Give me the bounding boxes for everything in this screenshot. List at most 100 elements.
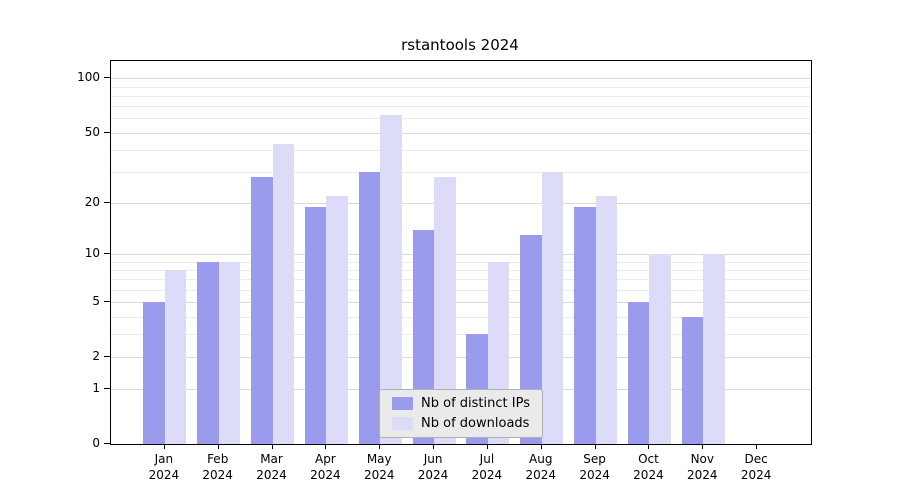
x-tick-mark — [325, 444, 327, 449]
gridline — [111, 118, 811, 120]
x-tick-year: 2024 — [310, 467, 341, 482]
x-tick-year: 2024 — [471, 467, 503, 482]
y-tick-mark — [104, 77, 110, 79]
gridline — [111, 316, 811, 318]
x-tick-mark — [702, 444, 704, 449]
bar-downloads — [649, 254, 671, 444]
gridline — [111, 86, 811, 88]
x-tick-label: Apr 2024 — [295, 452, 355, 483]
x-tick-year: 2024 — [633, 467, 664, 482]
x-tick-label: May 2024 — [349, 452, 409, 483]
gridline — [111, 269, 811, 271]
gridline — [111, 95, 811, 97]
bar-downloads — [380, 114, 402, 444]
x-tick-mark — [594, 444, 596, 449]
y-tick-label: 10 — [84, 246, 100, 261]
x-tick-year: 2024 — [202, 467, 233, 482]
x-tick-year: 2024 — [740, 467, 772, 482]
legend-label-distinct-ips: Nb of distinct IPs — [421, 396, 530, 411]
x-tick-year: 2024 — [363, 467, 395, 482]
x-tick-month: Oct — [638, 452, 659, 466]
x-tick-month: Mar — [260, 452, 283, 466]
x-tick-label: Mar 2024 — [242, 452, 302, 483]
gridline — [111, 289, 811, 291]
x-tick-mark — [540, 444, 542, 449]
plot-area: Nb of distinct IPs Nb of downloads — [110, 60, 812, 445]
legend-label-downloads: Nb of downloads — [421, 416, 530, 431]
gridline — [111, 202, 811, 204]
x-tick-month: Nov — [690, 452, 714, 466]
bar-downloads — [326, 195, 348, 444]
bar-distinct-ips — [304, 206, 327, 444]
y-tick-label: 2 — [92, 348, 100, 363]
x-tick-year: 2024 — [148, 467, 180, 482]
y-tick-label: 50 — [84, 124, 100, 139]
x-tick-label: Oct 2024 — [618, 452, 678, 483]
gridline — [111, 302, 811, 304]
bar-distinct-ips — [251, 177, 273, 444]
x-tick-label: Jan 2024 — [134, 452, 194, 483]
y-tick-label: 100 — [77, 70, 100, 85]
x-tick-label: Sep 2024 — [565, 452, 625, 483]
x-tick-label: Aug 2024 — [511, 452, 571, 483]
gridline — [111, 78, 811, 80]
bar-distinct-ips — [681, 316, 704, 444]
y-tick-label: 5 — [92, 294, 100, 309]
x-tick-mark — [379, 444, 381, 449]
x-tick-mark — [433, 444, 435, 449]
x-tick-mark — [648, 444, 650, 449]
legend: Nb of distinct IPs Nb of downloads — [379, 389, 543, 438]
x-tick-label: Jul 2024 — [457, 452, 517, 483]
gridline — [111, 172, 811, 173]
x-tick-mark — [756, 444, 758, 449]
x-tick-year: 2024 — [256, 467, 287, 482]
y-tick-label: 0 — [92, 436, 100, 450]
bar-downloads — [595, 195, 618, 444]
x-tick-month: Jan — [154, 452, 174, 466]
gridline — [111, 132, 811, 134]
gridline — [111, 254, 811, 256]
x-tick-label: Jun 2024 — [403, 452, 463, 483]
y-tick-mark — [104, 355, 110, 357]
bar-downloads — [218, 261, 241, 444]
y-tick-mark — [104, 131, 110, 133]
x-tick-label: Feb 2024 — [188, 452, 248, 483]
bar-downloads — [703, 254, 725, 444]
y-tick-mark — [104, 301, 110, 303]
legend-swatch-downloads — [392, 417, 414, 430]
y-tick-label: 1 — [92, 381, 100, 396]
bar-downloads — [164, 269, 187, 444]
x-tick-month: Apr — [314, 452, 336, 466]
x-tick-mark — [486, 444, 488, 449]
y-tick-mark — [104, 388, 110, 390]
x-tick-label: Dec 2024 — [726, 452, 786, 483]
x-tick-month: Jul — [479, 452, 495, 466]
x-tick-month: Dec — [744, 452, 768, 466]
gridline — [111, 149, 811, 151]
y-tick-mark — [104, 253, 110, 255]
y-tick-mark — [104, 201, 110, 203]
bar-downloads — [434, 177, 456, 444]
bar-downloads — [272, 144, 295, 444]
x-tick-month: Sep — [583, 452, 606, 466]
x-tick-year: 2024 — [579, 467, 610, 482]
bar-distinct-ips — [358, 172, 381, 444]
x-tick-year: 2024 — [687, 467, 718, 482]
gridline — [111, 356, 811, 358]
x-tick-mark — [217, 444, 219, 449]
x-tick-month: Aug — [529, 452, 553, 466]
legend-item-downloads: Nb of downloads — [392, 416, 530, 431]
bar-distinct-ips — [574, 206, 596, 444]
bar-distinct-ips — [627, 302, 650, 444]
x-tick-mark — [163, 444, 165, 449]
chart-title: rstantools 2024 — [401, 36, 519, 54]
x-tick-year: 2024 — [417, 467, 449, 482]
y-tick-label: 20 — [84, 194, 100, 209]
legend-swatch-distinct-ips — [392, 397, 414, 410]
x-tick-label: Nov 2024 — [672, 452, 732, 483]
x-tick-month: Feb — [207, 452, 229, 466]
bar-downloads — [541, 172, 564, 444]
bar-distinct-ips — [197, 261, 219, 444]
gridline — [111, 279, 811, 281]
